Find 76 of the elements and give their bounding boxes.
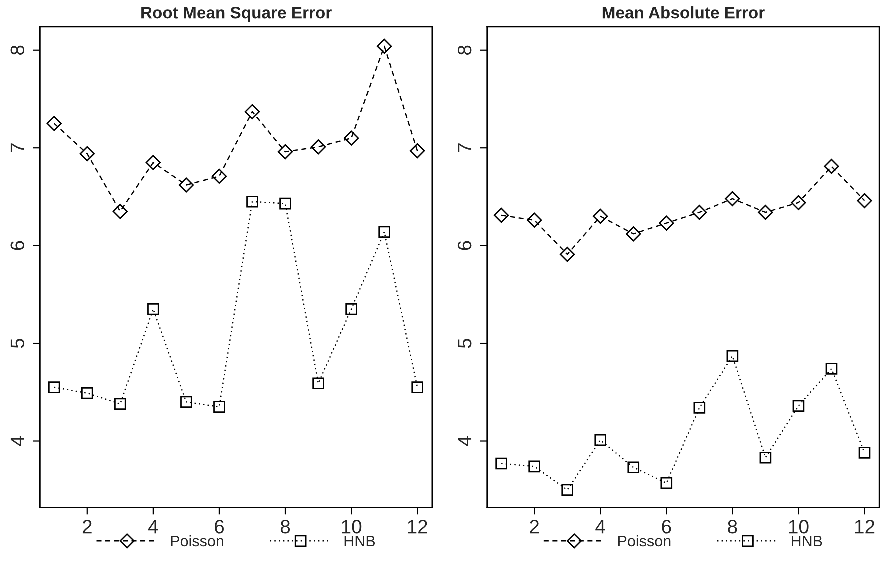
y-tick-label: 7 bbox=[10, 144, 24, 153]
x-tick-label: 8 bbox=[728, 520, 738, 534]
point bbox=[760, 452, 772, 464]
point bbox=[412, 382, 424, 394]
x-tick-label: 8 bbox=[280, 520, 290, 534]
point bbox=[214, 401, 226, 413]
y-tick-label: 8 bbox=[10, 46, 25, 55]
point bbox=[312, 378, 324, 390]
point bbox=[692, 205, 708, 220]
point bbox=[112, 204, 128, 220]
point bbox=[792, 400, 805, 412]
x-tick-label: 6 bbox=[215, 520, 224, 534]
chart-title: Mean Absolute Error bbox=[602, 6, 765, 19]
point bbox=[46, 116, 62, 132]
point bbox=[244, 104, 260, 120]
y-tick-label: 7 bbox=[458, 144, 472, 153]
point bbox=[280, 198, 292, 210]
point bbox=[660, 477, 673, 490]
point bbox=[80, 146, 95, 162]
point bbox=[278, 144, 294, 160]
x-tick-label: 10 bbox=[342, 520, 362, 534]
point bbox=[81, 387, 94, 400]
y-tick-label: 4 bbox=[458, 436, 472, 446]
x-tick-label: 2 bbox=[530, 520, 539, 534]
point bbox=[593, 208, 608, 224]
point bbox=[527, 212, 542, 228]
y-tick-label: 5 bbox=[458, 338, 472, 348]
point bbox=[212, 168, 228, 184]
point bbox=[146, 155, 162, 170]
point bbox=[378, 226, 390, 238]
point bbox=[346, 303, 358, 316]
point bbox=[560, 247, 576, 262]
legend-label: Poisson bbox=[171, 535, 224, 547]
chart-title: Root Mean Square Error bbox=[142, 6, 332, 22]
point bbox=[246, 196, 258, 208]
y-tick-label: 6 bbox=[458, 241, 472, 250]
point bbox=[344, 130, 360, 146]
point bbox=[858, 447, 871, 459]
point bbox=[628, 462, 640, 474]
point bbox=[148, 303, 160, 316]
point bbox=[496, 458, 508, 470]
point bbox=[178, 178, 194, 193]
point bbox=[528, 460, 540, 473]
point bbox=[826, 363, 838, 375]
point bbox=[376, 38, 392, 54]
point bbox=[310, 140, 326, 155]
point bbox=[562, 484, 574, 496]
x-tick-label: 12 bbox=[855, 520, 875, 534]
point bbox=[410, 143, 426, 159]
point bbox=[48, 382, 60, 394]
x-tick-label: 12 bbox=[408, 520, 428, 534]
point bbox=[694, 402, 706, 414]
legend-label: HNB bbox=[792, 536, 822, 547]
y-tick-label: 6 bbox=[10, 241, 25, 250]
point bbox=[791, 195, 806, 210]
x-tick-label: 6 bbox=[662, 520, 672, 534]
point bbox=[626, 226, 642, 242]
point bbox=[758, 205, 774, 220]
x-tick-label: 2 bbox=[82, 520, 92, 534]
legend-label: Poisson bbox=[618, 535, 671, 547]
point bbox=[857, 193, 872, 208]
point bbox=[824, 159, 840, 174]
point bbox=[594, 434, 607, 446]
x-tick-label: 4 bbox=[596, 520, 606, 534]
y-tick-label: 5 bbox=[10, 338, 25, 348]
point bbox=[659, 216, 674, 231]
x-tick-label: 4 bbox=[148, 520, 158, 534]
point bbox=[725, 191, 740, 206]
point bbox=[180, 396, 192, 408]
point bbox=[726, 350, 739, 362]
x-tick-label: 10 bbox=[789, 520, 809, 534]
legend-label: HNB bbox=[344, 536, 376, 547]
y-tick-label: 8 bbox=[458, 46, 472, 55]
point bbox=[494, 208, 510, 224]
point bbox=[114, 398, 126, 410]
y-tick-label: 4 bbox=[10, 436, 24, 446]
